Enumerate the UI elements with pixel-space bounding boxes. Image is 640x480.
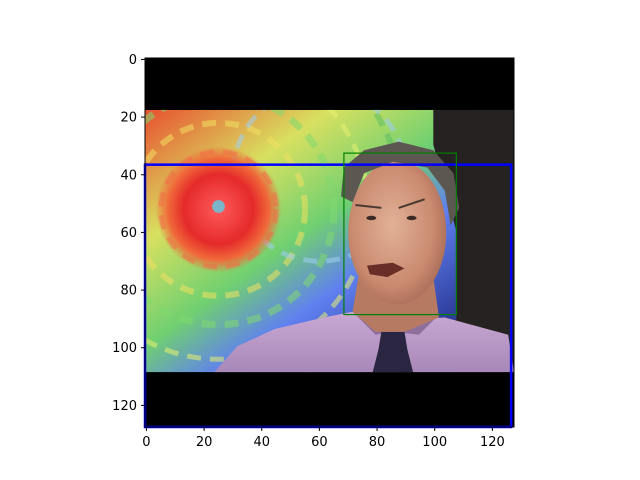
- letterbox-top: [145, 58, 514, 110]
- y-tick-label: 0: [129, 53, 137, 68]
- eyebrow-left: [355, 204, 382, 209]
- storm-swirl-band: [145, 119, 308, 299]
- eyebrow-right: [398, 198, 425, 209]
- hair: [341, 141, 460, 226]
- x-axis-ticks: 0 20 40 60 80 100 120: [142, 427, 505, 450]
- x-tick-label: 0: [142, 435, 150, 450]
- y-tick-label: 80: [120, 284, 137, 299]
- eye-left: [366, 215, 377, 221]
- x-tick-label: 40: [253, 435, 270, 450]
- face: [348, 160, 447, 305]
- y-tick-label: 20: [120, 111, 137, 126]
- axes: 0 20 40 60 80 100 120 0 20 40 60 80 100 120: [112, 53, 515, 450]
- y-tick-label: 100: [112, 341, 137, 356]
- x-tick-label: 100: [422, 435, 447, 450]
- photo-image: [145, 58, 514, 427]
- y-tick-label: 120: [112, 399, 137, 414]
- axes-frame: [144, 57, 515, 428]
- tie: [372, 331, 414, 373]
- y-axis-ticks: 0 20 40 60 80 100 120: [112, 53, 145, 414]
- y-tick-label: 40: [120, 168, 137, 183]
- hurricane-eye: [212, 200, 225, 213]
- x-tick-label: 80: [369, 435, 386, 450]
- letterbox-bottom: [145, 372, 514, 427]
- x-tick-label: 60: [311, 435, 328, 450]
- x-tick-label: 120: [480, 435, 505, 450]
- eye-right: [406, 215, 417, 221]
- green-face-box: [343, 152, 457, 316]
- x-tick-label: 20: [196, 435, 213, 450]
- mouth: [367, 262, 405, 278]
- shirt: [214, 311, 514, 373]
- y-tick-label: 60: [120, 226, 137, 241]
